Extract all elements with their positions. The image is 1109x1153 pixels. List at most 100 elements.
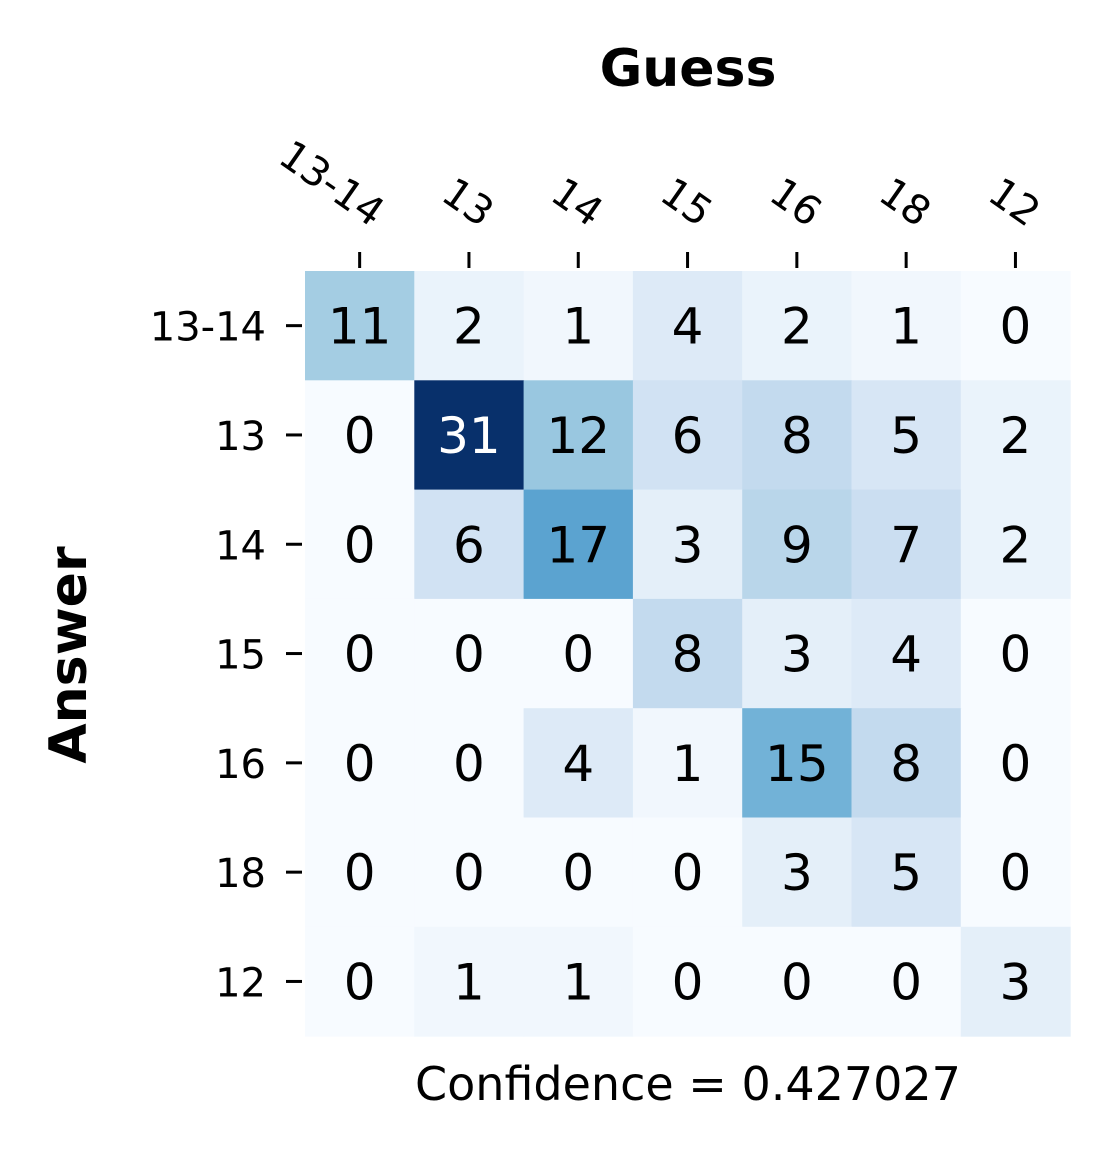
heatmap-cell <box>960 598 1071 709</box>
x-tick-label: 16 <box>761 169 829 236</box>
heatmap-cell <box>851 598 962 709</box>
heatmap-cell <box>523 489 634 600</box>
heatmap-cell-label: 8 <box>890 735 922 793</box>
heatmap-cell-label: 15 <box>765 735 829 793</box>
heatmap-cell-label: 17 <box>546 516 610 574</box>
heatmap-cell <box>851 926 962 1037</box>
heatmap-cell <box>523 380 634 491</box>
heatmap-cell-label: 6 <box>453 516 485 574</box>
heatmap-cell-label: 0 <box>1000 298 1032 356</box>
heatmap-cell <box>305 489 415 600</box>
heatmap-cell-label: 0 <box>1000 626 1032 684</box>
heatmap-cell <box>851 271 962 381</box>
heatmap-cell <box>632 271 743 381</box>
heatmap-cell <box>960 489 1071 600</box>
confidence-annotation: Confidence = 0.427027 <box>415 1057 961 1111</box>
heatmap-cell <box>523 708 634 819</box>
x-axis-ticks: 13-14 13 14 15 16 18 12 <box>271 132 1048 268</box>
heatmap-cell-label: 9 <box>781 516 813 574</box>
heatmap-cell <box>960 817 1071 928</box>
heatmap-cell <box>305 271 415 381</box>
heatmap-cell-label: 4 <box>672 298 704 356</box>
heatmap-cell-label: 2 <box>1000 516 1032 574</box>
heatmap-cell <box>851 817 962 928</box>
heatmap-cells <box>305 271 1071 1037</box>
heatmap-cell <box>960 708 1071 819</box>
y-tick-label: 13 <box>215 414 266 460</box>
heatmap-cell-label: 1 <box>562 953 594 1011</box>
heatmap-cell <box>851 489 962 600</box>
x-tick-label: 13-14 <box>271 132 393 236</box>
heatmap-cell <box>305 708 415 819</box>
y-tick-label: 13-14 <box>150 305 266 351</box>
heatmap-cell <box>742 598 853 709</box>
heatmap-cell-label: 0 <box>781 953 813 1011</box>
heatmap-cell-label: 0 <box>1000 844 1032 902</box>
y-tick-label: 15 <box>215 633 266 679</box>
heatmap-cell-label: 1 <box>562 298 594 356</box>
heatmap-cell <box>414 380 525 491</box>
heatmap-cell <box>960 271 1071 381</box>
heatmap-cell <box>742 271 853 381</box>
heatmap-cell <box>960 926 1071 1037</box>
heatmap-cell-label: 0 <box>344 735 376 793</box>
heatmap-cell <box>305 926 415 1037</box>
heatmap-cell-label: 5 <box>890 844 922 902</box>
heatmap-cell-label: 3 <box>781 844 813 902</box>
x-tick-label: 12 <box>980 169 1048 236</box>
heatmap-cell-label: 7 <box>890 516 922 574</box>
heatmap-cell <box>742 926 853 1037</box>
x-axis-title: Guess <box>600 39 777 99</box>
heatmap-cell-label: 6 <box>672 407 704 465</box>
heatmap-cell <box>305 817 415 928</box>
heatmap-cell-label: 0 <box>890 953 922 1011</box>
heatmap-cell <box>632 489 743 600</box>
heatmap-cell-label: 2 <box>1000 407 1032 465</box>
heatmap-cell <box>851 708 962 819</box>
x-tick-label: 18 <box>871 169 939 236</box>
heatmap-cell <box>305 598 415 709</box>
heatmap-cell <box>632 598 743 709</box>
y-tick-label: 16 <box>215 742 266 788</box>
heatmap-cell-label: 3 <box>781 626 813 684</box>
heatmap-cell-label: 3 <box>672 516 704 574</box>
heatmap-cell <box>305 380 415 491</box>
heatmap-cell-label: 8 <box>672 626 704 684</box>
heatmap-cell-label: 0 <box>344 626 376 684</box>
heatmap-cell-label: 11 <box>328 298 392 356</box>
heatmap-cell-label: 0 <box>562 844 594 902</box>
heatmap-cell-label: 2 <box>453 298 485 356</box>
heatmap-cell-label: 0 <box>344 844 376 902</box>
heatmap-cell-label: 1 <box>890 298 922 356</box>
x-tick-label: 13 <box>434 169 502 236</box>
heatmap-cell-label: 1 <box>453 953 485 1011</box>
y-axis-ticks: 13-14 13 14 15 16 18 12 <box>150 305 302 1006</box>
heatmap-cell-label: 4 <box>890 626 922 684</box>
heatmap-cell-label: 3 <box>1000 953 1032 1011</box>
y-tick-label: 12 <box>215 960 266 1006</box>
heatmap-cell-label: 5 <box>890 407 922 465</box>
heatmap-cell <box>632 708 743 819</box>
heatmap-cell-label: 0 <box>453 735 485 793</box>
heatmap-cell-label: 4 <box>562 735 594 793</box>
heatmap-cell <box>414 817 525 928</box>
heatmap-cell-label: 0 <box>344 407 376 465</box>
heatmap-cell <box>414 598 525 709</box>
y-axis-title: Answer <box>39 546 99 764</box>
heatmap-cell <box>414 708 525 819</box>
heatmap-cell <box>632 926 743 1037</box>
heatmap-cell <box>960 380 1071 491</box>
heatmap-cell <box>632 380 743 491</box>
heatmap-cell <box>523 598 634 709</box>
heatmap-cell-label: 31 <box>437 407 501 465</box>
heatmap-cell-label: 0 <box>672 953 704 1011</box>
heatmap-cell-label: 0 <box>1000 735 1032 793</box>
heatmap-cell <box>742 380 853 491</box>
heatmap-cell <box>742 817 853 928</box>
heatmap-cell <box>742 708 853 819</box>
heatmap-cell-label: 0 <box>453 626 485 684</box>
x-tick-label: 14 <box>543 169 611 236</box>
heatmap-cell-label: 12 <box>546 407 610 465</box>
heatmap-cell <box>414 926 525 1037</box>
